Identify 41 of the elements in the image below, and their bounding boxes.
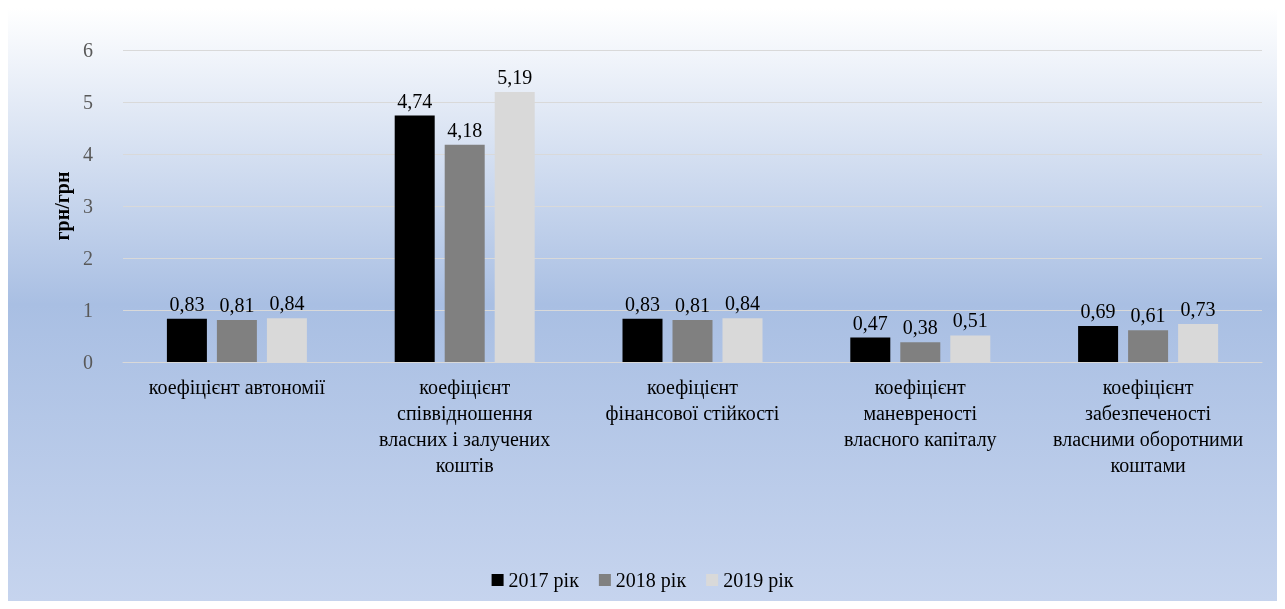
x-tick-label: коефіцієнт маневреності власного капіталу	[843, 376, 997, 451]
data-label: 0,84	[725, 292, 760, 315]
y-tick-label: 4	[83, 143, 93, 165]
bar	[166, 318, 207, 362]
data-label: 5,19	[497, 66, 533, 89]
x-tick-label: коефіцієнт забезпеченості власними оборотними коштами	[1053, 376, 1244, 476]
y-tick-label: 6	[83, 39, 93, 61]
data-label: 0,83	[169, 292, 205, 315]
bar	[444, 144, 485, 362]
x-tick-label: коефіцієнт співвідношення власних і залучених коштів	[379, 376, 551, 476]
data-label: 0,84	[269, 292, 305, 315]
data-label: 0,73	[1180, 298, 1216, 321]
data-label: 0,81	[675, 293, 710, 316]
bar	[216, 319, 257, 362]
data-label: 0,38	[902, 316, 938, 339]
y-axis-title: грн/грн	[51, 171, 75, 241]
data-label: 0,51	[952, 309, 988, 332]
data-label: 0,47	[852, 311, 888, 334]
legend-label: 2019 рік	[723, 569, 794, 592]
x-tick-label: коефіцієнт фінансової стійкості	[605, 376, 780, 425]
data-label: 0,69	[1080, 300, 1116, 323]
x-tick-label: коефіцієнт автономії	[148, 376, 326, 399]
bar	[672, 319, 713, 362]
data-label: 0,83	[625, 292, 660, 315]
y-tick-label: 5	[83, 91, 93, 113]
bar	[850, 337, 891, 362]
bar	[394, 115, 435, 362]
bar	[622, 318, 663, 362]
data-label: 0,81	[219, 293, 255, 316]
y-tick-label: 3	[83, 195, 93, 217]
bar	[1078, 326, 1119, 362]
bar	[900, 342, 941, 362]
y-tick-label: 2	[83, 247, 93, 269]
data-label: 0,61	[1130, 304, 1166, 327]
data-label: 4,18	[447, 118, 483, 141]
bar	[1128, 330, 1169, 362]
legend-label: 2017 рік	[508, 569, 580, 592]
data-label: 4,74	[397, 89, 433, 112]
legend-label: 2018 рік	[615, 569, 687, 592]
y-tick-label: 1	[83, 299, 93, 321]
y-tick-label: 0	[83, 351, 93, 373]
